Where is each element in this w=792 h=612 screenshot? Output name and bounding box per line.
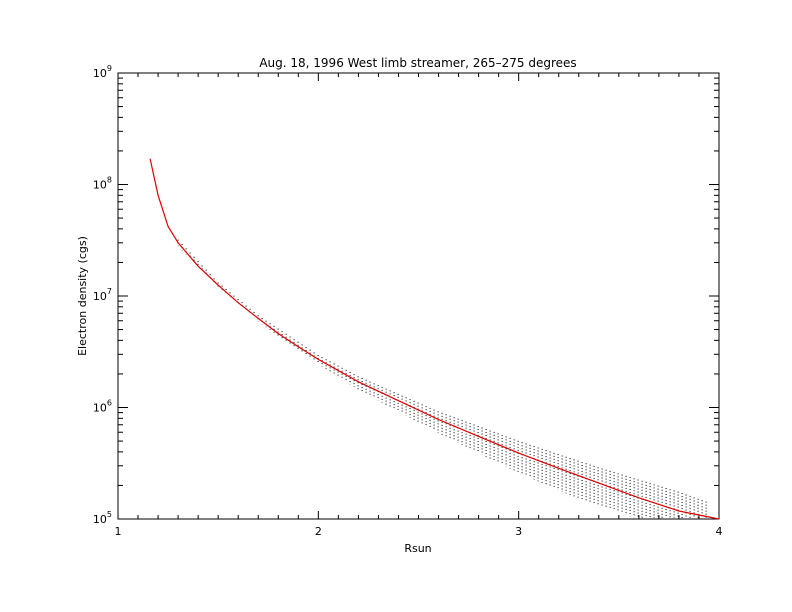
y-tick-label: 108 — [93, 176, 112, 192]
y-tick-label: 109 — [93, 64, 112, 80]
plot-frame — [117, 72, 720, 520]
y-tick-label: 105 — [93, 510, 112, 526]
x-tick-label: 4 — [716, 525, 723, 538]
x-axis-label: Rsun — [404, 542, 431, 555]
tick-labels: 1 2 3 4 105 106 107 108 109 — [93, 64, 723, 538]
y-tick-label: 106 — [93, 399, 112, 415]
x-tick-label: 3 — [515, 525, 522, 538]
x-tick-label: 2 — [315, 525, 322, 538]
y-tick-label: 107 — [93, 287, 112, 303]
error-bars — [177, 239, 707, 518]
chart-title: Aug. 18, 1996 West limb streamer, 265–27… — [259, 56, 576, 70]
fit-curve — [149, 158, 720, 520]
axis-ticks — [117, 72, 720, 520]
y-axis-label: Electron density (cgs) — [76, 236, 89, 356]
x-tick-label: 1 — [115, 525, 122, 538]
